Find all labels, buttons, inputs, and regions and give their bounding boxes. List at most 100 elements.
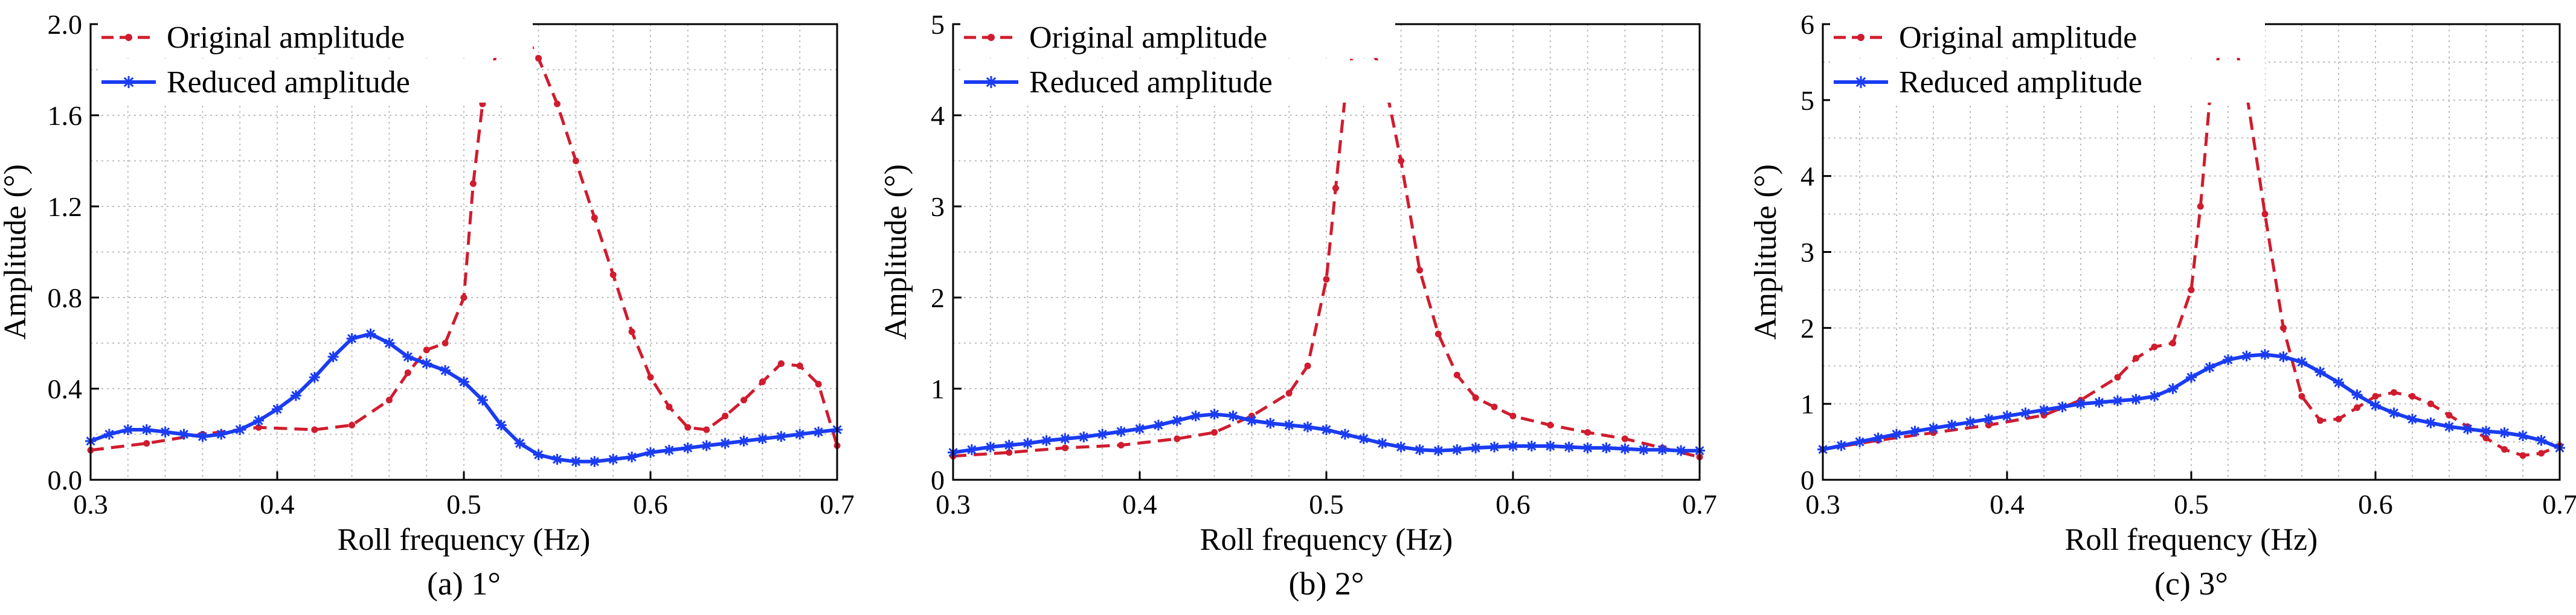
reduced-amplitude-point <box>178 429 190 440</box>
original-amplitude-point <box>2519 452 2526 459</box>
reduced-amplitude-point <box>2462 423 2473 435</box>
x-axis-title: Roll frequency (Hz) <box>2065 523 2318 557</box>
reduced-amplitude-point <box>570 456 582 467</box>
legend-entry: Original amplitude <box>1830 16 2265 58</box>
legend-label: Original amplitude <box>167 21 405 55</box>
y-axis-title: Amplitude (°) <box>879 164 913 340</box>
reduced-amplitude-point <box>1526 441 1537 452</box>
legend-background <box>960 16 1395 58</box>
original-amplitude-point <box>1006 449 1013 456</box>
reduced-amplitude-point <box>2517 430 2528 442</box>
reduced-amplitude-point <box>1582 442 1593 454</box>
y-tick-label: 3 <box>931 191 945 222</box>
y-tick-label: 4 <box>931 100 945 131</box>
original-amplitude-point <box>815 380 822 387</box>
reduced-amplitude-point <box>2186 372 2197 383</box>
x-axis-title: Roll frequency (Hz) <box>1200 523 1453 557</box>
reduced-amplitude-point <box>477 394 488 406</box>
reduced-amplitude-point <box>1265 418 1276 429</box>
x-tick-label: 0.4 <box>1990 489 2025 520</box>
reduced-amplitude-point <box>1097 429 1108 440</box>
legend-marker <box>988 34 995 41</box>
original-amplitude-point <box>2197 203 2204 210</box>
reduced-amplitude-point <box>2296 356 2307 368</box>
x-tick-label: 0.5 <box>1309 489 1344 520</box>
original-amplitude-point <box>1472 394 1479 401</box>
original-amplitude-point <box>628 328 635 336</box>
reduced-amplitude-point <box>1854 436 1865 448</box>
reduced-amplitude-point <box>1983 413 1994 425</box>
legend-label: Reduced amplitude <box>1899 65 2142 100</box>
reduced-amplitude-point <box>290 390 301 401</box>
y-tick-label: 6 <box>1800 9 1814 40</box>
x-tick-label: 0.7 <box>1682 489 1717 520</box>
reduced-amplitude-point <box>1376 438 1388 449</box>
legend-background <box>960 60 1395 103</box>
original-amplitude-point <box>2261 211 2269 218</box>
legend-entry: Original amplitude <box>960 16 1395 58</box>
legend-label: Original amplitude <box>1899 21 2137 55</box>
reduced-amplitude-point <box>2020 407 2031 419</box>
original-amplitude-point <box>423 346 430 354</box>
original-amplitude-point <box>2372 393 2379 400</box>
reduced-amplitude-point <box>1414 444 1425 456</box>
reduced-amplitude-point <box>2057 401 2068 413</box>
original-amplitude-point <box>609 271 617 278</box>
reduced-amplitude-point <box>327 351 339 363</box>
original-amplitude-point <box>722 412 729 419</box>
reduced-amplitude-point <box>1022 438 1033 449</box>
reduced-amplitude-point <box>2388 407 2400 419</box>
reduced-amplitude-point <box>1041 435 1052 447</box>
original-amplitude-point <box>740 397 747 404</box>
original-amplitude-point <box>404 369 411 377</box>
original-amplitude-point <box>442 340 449 346</box>
legend-entry: Reduced amplitude <box>960 60 1395 103</box>
panel-caption: (a) 1° <box>427 566 501 602</box>
original-amplitude-point <box>1332 185 1339 192</box>
reduced-amplitude-point <box>2260 349 2270 360</box>
x-tick-label: 0.5 <box>2174 489 2209 520</box>
original-amplitude-point <box>460 294 467 301</box>
reduced-amplitude-point <box>738 435 750 447</box>
legend-background <box>1830 60 2265 103</box>
reduced-amplitude-point <box>365 328 376 340</box>
legend-background <box>98 16 533 58</box>
reduced-amplitude-point <box>2425 417 2436 429</box>
original-amplitude-point <box>2391 389 2397 396</box>
reduced-amplitude-point <box>984 441 996 453</box>
reduced-amplitude-point <box>1657 444 1668 456</box>
reduced-amplitude-point <box>159 426 171 438</box>
original-amplitude-point <box>1061 444 1068 451</box>
original-amplitude-point <box>2354 404 2360 411</box>
chart-panel: 0.3 0.4 0.5 0.6 0.7 0 1 2 3 4 5 Roll frequency (Hz)… <box>879 9 1717 602</box>
reduced-amplitude-point <box>1134 423 1145 435</box>
original-amplitude-point <box>1398 158 1405 164</box>
y-tick-label: 0 <box>1800 465 1814 496</box>
reduced-amplitude-point <box>1227 410 1239 422</box>
reduced-amplitude-point <box>663 444 675 456</box>
original-amplitude-line <box>952 36 1700 459</box>
reduced-amplitude-point <box>776 431 787 442</box>
reduced-amplitude-point <box>216 429 227 440</box>
y-tick-label: 5 <box>1800 85 1814 116</box>
reduced-amplitude-point <box>421 358 432 369</box>
y-tick-label: 0 <box>931 465 945 496</box>
original-amplitude-point <box>348 421 356 429</box>
reduced-amplitude-point <box>1508 441 1518 452</box>
legend-marker <box>125 34 132 41</box>
reduced-amplitude-point <box>2370 400 2381 411</box>
original-amplitude-point <box>591 214 598 221</box>
reduced-amplitude-point <box>608 454 619 465</box>
original-amplitude-point <box>1985 421 1992 429</box>
original-amplitude-point <box>572 158 579 164</box>
legend-label: Original amplitude <box>1029 21 1267 55</box>
reduced-amplitude-point <box>1339 429 1351 440</box>
reduced-amplitude-point <box>1171 415 1183 426</box>
reduced-amplitude-point <box>514 438 525 449</box>
legend-entry: Original amplitude <box>98 16 533 58</box>
reduced-amplitude-point <box>2481 425 2491 437</box>
original-amplitude-point <box>1174 435 1181 442</box>
legend-marker <box>1855 76 1867 88</box>
original-amplitude-point <box>385 397 393 404</box>
